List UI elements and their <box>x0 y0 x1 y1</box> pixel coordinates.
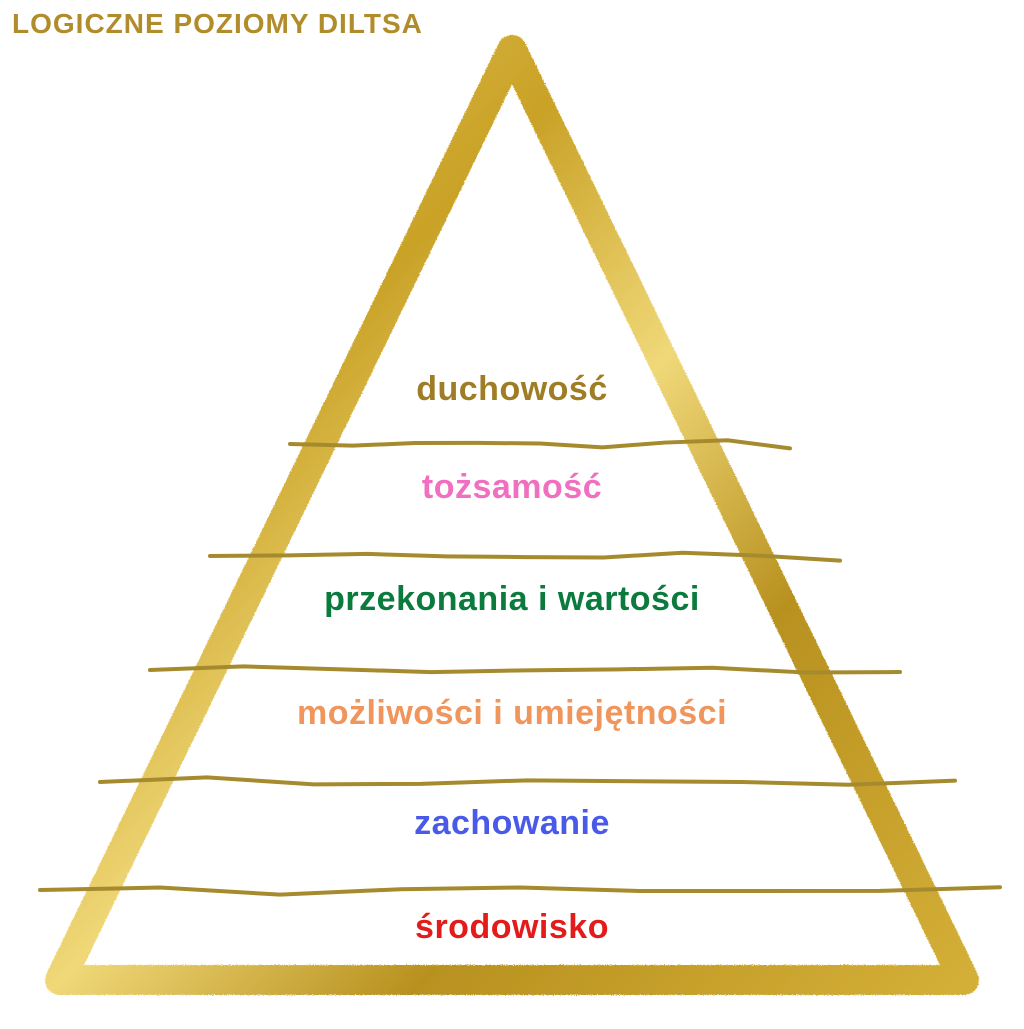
pyramid-level-label: duchowość <box>0 370 1024 409</box>
pyramid-divider <box>40 887 1000 894</box>
pyramid-divider <box>150 666 900 672</box>
pyramid-svg <box>0 0 1024 1024</box>
pyramid-level-label: możliwości i umiejętności <box>0 694 1024 733</box>
pyramid-level-label: tożsamość <box>0 468 1024 507</box>
pyramid-level-label: środowisko <box>0 908 1024 947</box>
pyramid-level-label: przekonania i wartości <box>0 580 1024 619</box>
pyramid-divider <box>100 777 955 784</box>
pyramid-diagram: duchowość tożsamość przekonania i wartości… <box>0 0 1024 1024</box>
pyramid-level-label: zachowanie <box>0 804 1024 843</box>
